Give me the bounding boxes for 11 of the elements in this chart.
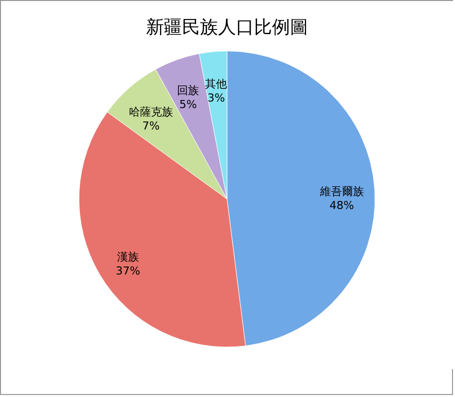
data-label: 48% bbox=[330, 198, 354, 212]
slice-label: 回族 bbox=[177, 84, 200, 97]
data-label: 3% bbox=[207, 92, 225, 105]
slice-label: 漢族 bbox=[117, 250, 140, 264]
slice-label: 維吾爾族 bbox=[318, 184, 364, 198]
data-label: 5% bbox=[179, 98, 197, 111]
slice-label: 哈薩克族 bbox=[128, 106, 173, 119]
slice-label: 其他 bbox=[205, 78, 228, 91]
data-label: 7% bbox=[142, 120, 160, 133]
data-label: 37% bbox=[116, 264, 140, 278]
chart-title: 新疆民族人口比例圖 bbox=[146, 17, 308, 38]
